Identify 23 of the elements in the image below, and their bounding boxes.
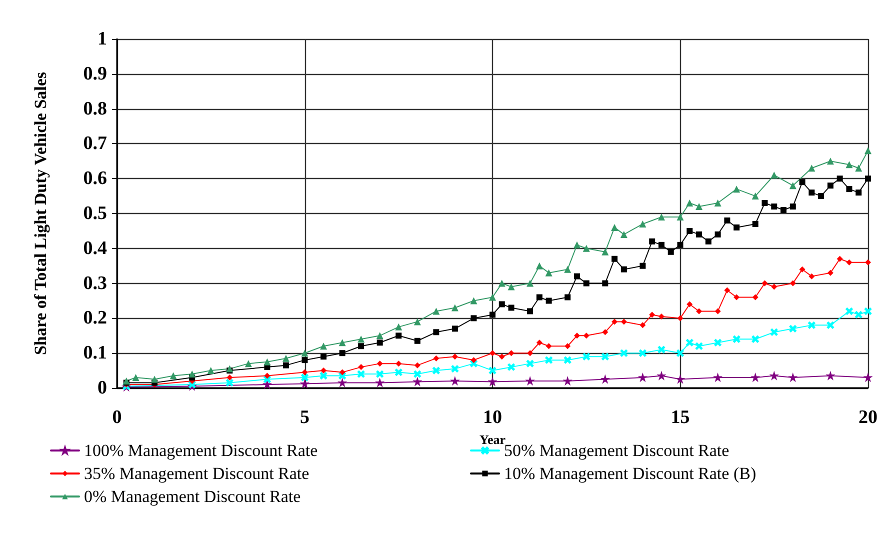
x-axis-title: Year xyxy=(480,432,506,447)
y-tick-label: 0.6 xyxy=(83,168,107,190)
y-tick-label: 0.8 xyxy=(83,98,107,120)
y-axis-title: Share of Total Light Duty Vehicle Sales xyxy=(31,72,50,356)
y-tick-label: 0.9 xyxy=(83,63,107,84)
legend-label: 50% Management Discount Rate xyxy=(504,441,730,460)
legend-label: 10% Management Discount Rate (B) xyxy=(504,464,756,483)
x-tick-label: 20 xyxy=(858,407,878,428)
x-tick-label: 0 xyxy=(112,407,122,428)
y-tick-label: 0.2 xyxy=(83,308,107,329)
legend-label: 100% Management Discount Rate xyxy=(84,441,318,460)
legend-label: 35% Management Discount Rate xyxy=(84,464,310,483)
y-tick-label: 0.5 xyxy=(83,203,107,224)
y-tick-label: 0 xyxy=(98,378,107,398)
y-tick-label: 1 xyxy=(98,28,107,50)
x-tick-label: 15 xyxy=(670,407,690,428)
y-tick-label: 0.3 xyxy=(83,272,107,294)
y-tick-label: 0.1 xyxy=(83,342,107,364)
y-tick-label: 0.4 xyxy=(83,238,108,259)
legend-label: 0% Management Discount Rate xyxy=(84,487,301,506)
x-tick-label: 5 xyxy=(300,407,310,428)
x-tick-label: 10 xyxy=(483,407,502,428)
y-tick-label: 0.7 xyxy=(83,133,108,154)
